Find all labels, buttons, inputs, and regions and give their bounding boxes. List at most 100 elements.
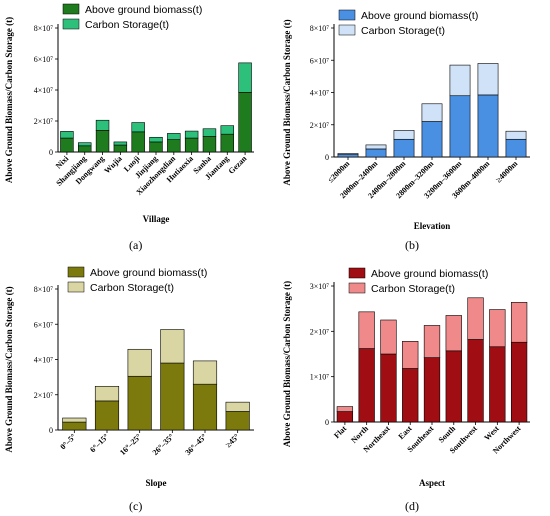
- bar-segment-biomass: [60, 137, 74, 153]
- bar-segment-carbon: [113, 141, 128, 146]
- bar-segment-carbon: [167, 133, 181, 140]
- legend-label: Carbon Storage(t): [361, 25, 445, 37]
- bar-segment-biomass: [160, 362, 185, 431]
- y-axis-title: Above Ground Biomass/Carbon Storage (t): [4, 286, 14, 452]
- bar-segment-biomass: [380, 353, 397, 423]
- y-tick-label: 4×10⁷: [34, 356, 54, 365]
- bar-segment-carbon: [95, 119, 110, 131]
- bar-segment-carbon: [423, 325, 441, 358]
- bar-segment-biomass: [489, 346, 506, 423]
- legend-swatch: [338, 9, 356, 21]
- bar-segment-biomass: [95, 130, 110, 153]
- bar-segment-carbon: [393, 130, 415, 140]
- x-axis-title: Elevation: [414, 221, 451, 231]
- bar-segment-carbon: [505, 130, 527, 140]
- y-tick-label: 4×10⁷: [310, 89, 330, 98]
- panel-label-a: (a): [129, 238, 143, 252]
- bar-segment-biomass: [336, 411, 354, 423]
- y-tick-label: 0: [325, 418, 329, 427]
- bar-segment-biomass: [402, 368, 419, 423]
- bar-segment-carbon: [160, 329, 185, 364]
- y-axis-title: Above Ground Biomass/Carbon Storage (t): [282, 281, 292, 447]
- x-tick-label: ≥4000m: [494, 159, 520, 185]
- y-tick-label: 8×10⁷: [34, 24, 54, 33]
- x-tick-label: 6°–15°: [88, 432, 110, 454]
- legend-swatch: [62, 3, 80, 15]
- bar-segment-carbon: [192, 360, 218, 385]
- bar-segment-carbon: [131, 122, 145, 133]
- x-tick-label: Flat: [332, 424, 348, 440]
- legend-label: Carbon Storage(t): [90, 282, 174, 294]
- panel-label-d: (d): [405, 499, 419, 513]
- bar-segment-biomass: [127, 375, 152, 431]
- bar-segment-biomass: [113, 144, 128, 153]
- bar-segment-carbon: [358, 311, 375, 349]
- x-axis-title: Village: [143, 214, 170, 224]
- y-tick-label: 3×10⁷: [310, 282, 330, 291]
- bar-segment-biomass: [510, 341, 528, 423]
- x-axis-title: Slope: [145, 478, 166, 488]
- bar-segment-biomass: [94, 400, 120, 431]
- bar-segment-carbon: [380, 319, 397, 355]
- bar-segment-carbon: [62, 417, 87, 423]
- y-tick-label: 8×10⁷: [34, 285, 54, 294]
- x-tick-label: ≥45°: [224, 432, 241, 449]
- x-tick-label: Wujia: [102, 154, 123, 175]
- bar-segment-biomass: [393, 138, 415, 158]
- bar-segment-carbon: [220, 125, 234, 135]
- bar-segment-carbon: [336, 406, 354, 412]
- y-tick-label: 8×10⁷: [310, 24, 330, 33]
- bar-segment-carbon: [445, 315, 462, 352]
- x-tick-label: Gezan: [227, 154, 249, 176]
- bar-segment-biomass: [445, 350, 462, 423]
- bar-segment-biomass: [467, 339, 484, 423]
- bar-segment-biomass: [421, 121, 443, 158]
- bar-segment-biomass: [477, 94, 499, 158]
- bar-segment-biomass: [423, 357, 441, 423]
- bar-segment-carbon: [184, 130, 199, 139]
- bar-segment-biomass: [238, 92, 252, 153]
- legend-label: Above ground biomass(t): [371, 268, 488, 280]
- y-tick-label: 0: [49, 148, 53, 157]
- y-tick-label: 1×10⁷: [310, 373, 330, 382]
- x-tick-label: 36°–45°: [183, 432, 208, 457]
- bar-segment-biomass: [220, 133, 234, 153]
- bar-segment-carbon: [489, 309, 506, 348]
- legend-swatch: [62, 18, 80, 30]
- x-tick-label: 0°–5°: [58, 432, 77, 451]
- bar-segment-carbon: [94, 385, 120, 402]
- chart-panel-2: 0 2×10⁷ 4×10⁷ 6×10⁷ 8×10⁷ 0°–5° 6°–15° 16°–25° 2…: [4, 266, 254, 488]
- x-tick-label: East: [397, 424, 414, 441]
- x-tick-label: West: [482, 424, 501, 443]
- bar-segment-carbon: [365, 144, 387, 150]
- chart-panel-0: 02×10⁷4×10⁷6×10⁷8×10⁷NixiShangjiangDongw…: [4, 3, 254, 224]
- y-tick-label: 6×10⁷: [310, 56, 330, 65]
- panel-label-c: (c): [129, 499, 143, 513]
- bar-segment-carbon: [337, 153, 359, 155]
- bar-segment-biomass: [131, 131, 145, 153]
- y-tick-label: 2×10⁷: [34, 117, 54, 126]
- y-tick-label: 4×10⁷: [34, 86, 54, 95]
- x-tick-label: ≤2000m: [326, 159, 352, 185]
- bar-segment-biomass: [192, 383, 218, 431]
- y-tick-label: 2×10⁷: [310, 327, 330, 336]
- legend-label: Carbon Storage(t): [371, 283, 455, 295]
- bar-segment-carbon: [449, 64, 471, 97]
- bar-segment-carbon: [225, 401, 250, 412]
- legend-swatch: [338, 24, 356, 36]
- panel-label-b: (b): [405, 238, 419, 252]
- bar-segment-biomass: [184, 137, 199, 153]
- bar-segment-carbon: [421, 103, 443, 122]
- legend-swatch: [67, 281, 85, 293]
- bar-segment-biomass: [149, 141, 163, 153]
- y-axis-title: Above Ground Biomass/Carbon Storage (t): [4, 17, 14, 183]
- legend-swatch: [348, 282, 366, 294]
- bar-segment-carbon: [127, 348, 152, 377]
- bar-segment-carbon: [202, 128, 217, 137]
- chart-panel-1: 02×10⁷4×10⁷6×10⁷8×10⁷≤2000m2000m–2400m24…: [282, 9, 530, 231]
- bar-segment-carbon: [78, 142, 92, 147]
- y-tick-label: 2×10⁷: [34, 391, 54, 400]
- bar-segment-biomass: [337, 154, 359, 158]
- bar-segment-biomass: [225, 411, 250, 431]
